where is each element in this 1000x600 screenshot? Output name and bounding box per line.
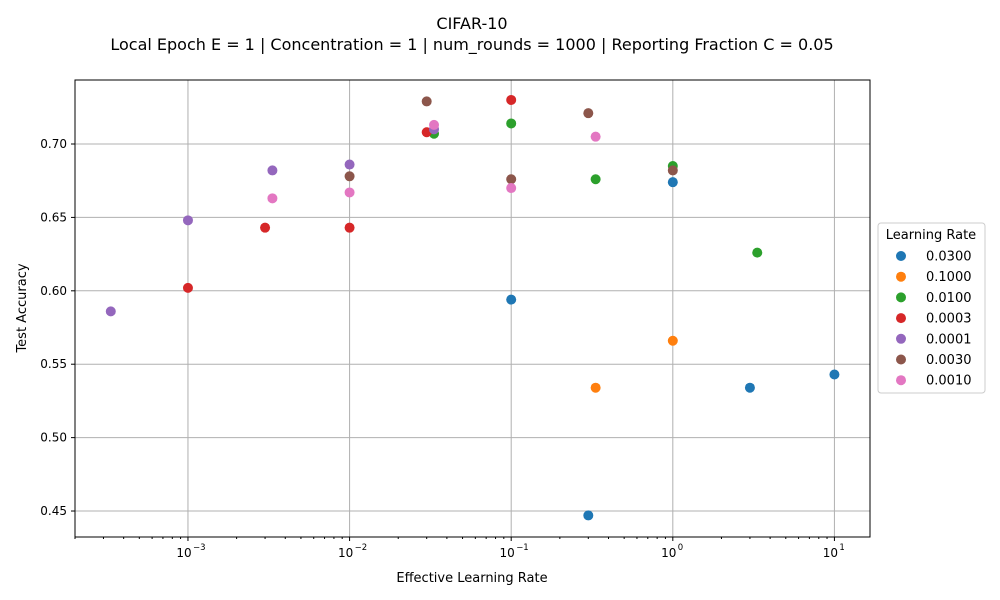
legend-marker xyxy=(896,251,906,261)
data-point xyxy=(506,94,517,105)
y-tick-label: 0.65 xyxy=(40,210,67,224)
data-point xyxy=(429,119,440,130)
x-tick-exponent: −1 xyxy=(516,543,529,553)
y-axis-ticks: 0.45 0.50 0.55 0.60 0.65 0.70 xyxy=(40,137,75,518)
x-tick-label: 10 xyxy=(176,546,191,560)
x-tick-exponent: 0 xyxy=(678,543,683,553)
data-point xyxy=(182,215,193,226)
legend-marker xyxy=(896,375,906,386)
data-point xyxy=(752,247,763,258)
legend-marker xyxy=(896,292,906,303)
x-axis-label: Effective Learning Rate xyxy=(396,571,547,586)
legend-label: 0.0100 xyxy=(926,291,972,306)
data-point xyxy=(344,187,355,198)
y-tick-label: 0.60 xyxy=(40,284,67,298)
data-point xyxy=(667,177,678,188)
legend-label: 0.0010 xyxy=(926,374,972,389)
legend-marker xyxy=(896,313,906,324)
x-tick-exponent: 1 xyxy=(839,543,844,553)
legend-marker xyxy=(896,354,906,365)
data-point xyxy=(105,306,116,317)
x-tick-exponent: −3 xyxy=(193,543,206,553)
data-point xyxy=(267,165,278,176)
data-point xyxy=(667,335,678,346)
data-points xyxy=(105,94,840,521)
legend-label: 0.1000 xyxy=(926,270,972,285)
x-axis-ticks: 10 −3 10 −2 10 −1 10 0 10 1 xyxy=(74,537,845,560)
data-point xyxy=(506,174,517,185)
data-point xyxy=(421,96,432,107)
data-point xyxy=(590,131,601,142)
legend-label: 0.0300 xyxy=(926,250,972,265)
y-tick-label: 0.45 xyxy=(40,504,67,518)
y-tick-label: 0.50 xyxy=(40,431,67,445)
data-point xyxy=(344,171,355,182)
data-point xyxy=(344,222,355,233)
plot-frame xyxy=(74,79,871,538)
x-tick-label: 10 xyxy=(338,546,353,560)
data-point xyxy=(583,510,594,521)
y-axis-label: Test Accuracy xyxy=(15,263,30,353)
data-point xyxy=(829,369,840,380)
legend-label: 0.0003 xyxy=(926,312,972,327)
y-tick-label: 0.55 xyxy=(40,357,67,371)
data-point xyxy=(344,159,355,170)
data-point xyxy=(506,183,517,194)
legend-title: Learning Rate xyxy=(886,228,976,243)
data-point xyxy=(744,382,755,393)
y-tick-label: 0.70 xyxy=(40,137,67,151)
data-point xyxy=(590,382,601,393)
legend-box xyxy=(877,222,986,394)
data-point xyxy=(590,174,601,185)
data-point xyxy=(583,108,594,119)
x-tick-exponent: −2 xyxy=(355,543,368,553)
data-point xyxy=(260,222,271,233)
legend-marker xyxy=(896,333,906,344)
legend-marker xyxy=(896,271,906,282)
legend-label: 0.0001 xyxy=(926,332,972,347)
legend: Learning Rate 0.0300 0.1000 0.0100 0.0003 0.… xyxy=(877,222,986,394)
data-point xyxy=(267,193,278,204)
data-point xyxy=(506,294,517,305)
data-point xyxy=(667,165,678,176)
x-tick-label: 10 xyxy=(661,546,676,560)
legend-label: 0.0030 xyxy=(926,353,972,368)
x-tick-label: 10 xyxy=(500,546,515,560)
x-tick-label: 10 xyxy=(823,546,838,560)
grid-lines xyxy=(75,80,870,537)
chart-subtitle: Local Epoch E = 1 | Concentration = 1 | … xyxy=(110,35,833,55)
data-point xyxy=(182,282,193,293)
data-point xyxy=(506,118,517,129)
chart-title: CIFAR-10 xyxy=(436,14,507,33)
